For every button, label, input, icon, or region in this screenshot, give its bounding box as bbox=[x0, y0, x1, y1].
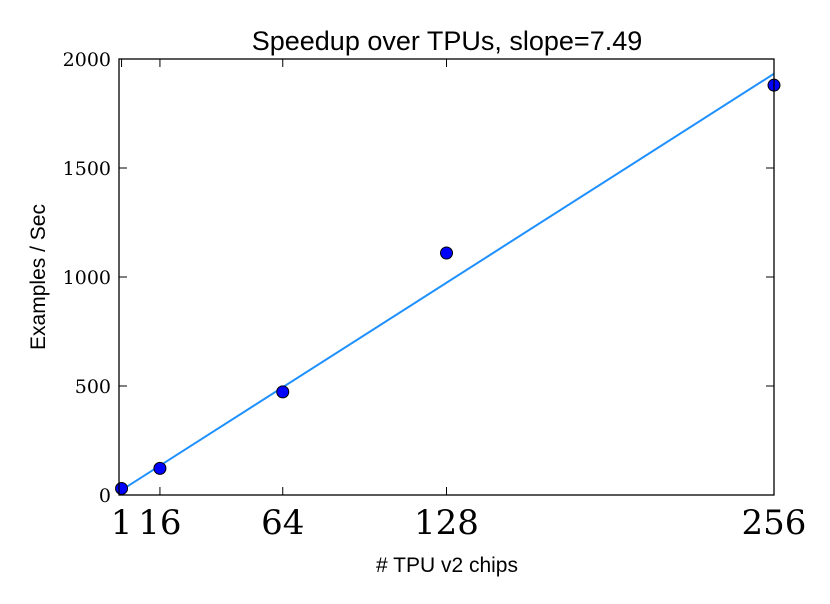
x-tick-labels: 1 16 64 128 256 bbox=[111, 503, 807, 543]
x-tick-label: 64 bbox=[261, 503, 304, 543]
x-axis-label: # TPU v2 chips bbox=[376, 554, 518, 577]
data-point bbox=[440, 246, 453, 260]
data-points bbox=[115, 78, 781, 495]
fit-line bbox=[121, 72, 774, 491]
y-tick-label: 0 bbox=[99, 485, 111, 507]
data-point bbox=[276, 385, 290, 399]
y-tick-label: 1000 bbox=[63, 267, 111, 289]
y-tick-label: 500 bbox=[75, 376, 111, 398]
x-tick-label: 1 bbox=[111, 503, 133, 543]
y-tick-label: 2000 bbox=[63, 49, 111, 71]
x-tick-label: 256 bbox=[742, 503, 807, 543]
x-tick-label: 16 bbox=[138, 503, 181, 543]
fit-line-layer bbox=[121, 72, 774, 491]
data-point bbox=[153, 461, 167, 475]
y-tick-label: 1500 bbox=[63, 158, 111, 180]
data-point bbox=[115, 481, 129, 495]
y-axis-label: Examples / Sec bbox=[27, 204, 50, 350]
chart-title: Speedup over TPUs, slope=7.49 bbox=[252, 26, 643, 56]
x-tick-label: 128 bbox=[414, 503, 479, 543]
y-tick-labels: 0 500 1000 1500 2000 bbox=[63, 49, 111, 507]
plot-frame bbox=[118, 58, 775, 496]
